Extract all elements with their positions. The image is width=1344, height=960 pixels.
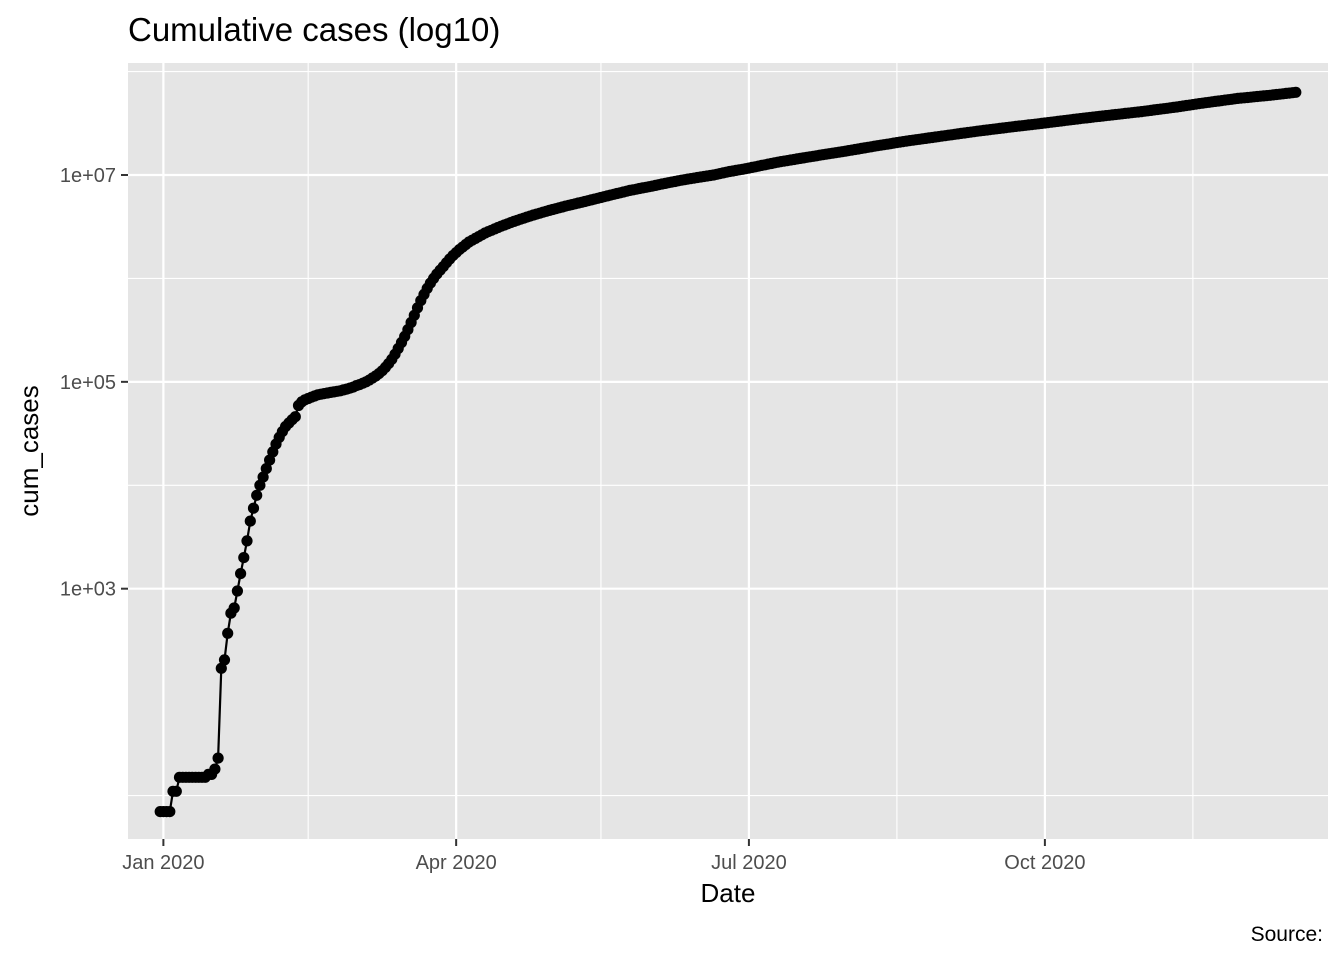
data-point <box>244 515 256 527</box>
x-tick-label: Jul 2020 <box>711 852 787 874</box>
plot-panel <box>128 63 1328 839</box>
data-point <box>209 763 221 775</box>
data-point <box>257 471 269 483</box>
y-axis-title: cum_cases <box>14 385 44 517</box>
data-point <box>164 806 176 818</box>
x-axis: Jan 2020 Apr 2020 Jul 2020 Oct 2020 <box>122 839 1085 874</box>
x-axis-title: Date <box>701 878 756 908</box>
y-tick-label: 1e+07 <box>60 165 116 187</box>
data-point <box>235 568 247 580</box>
data-point <box>170 785 182 797</box>
data-point <box>241 535 253 547</box>
data-point <box>231 585 243 597</box>
data-point <box>251 489 263 501</box>
x-tick-label: Oct 2020 <box>1004 852 1085 874</box>
data-point <box>289 411 301 423</box>
y-tick-label: 1e+05 <box>60 372 116 394</box>
series-layer <box>154 86 1302 818</box>
minor-gridlines <box>128 63 1328 839</box>
data-point <box>222 627 234 639</box>
data-point <box>238 552 250 564</box>
x-tick-label: Jan 2020 <box>122 852 204 874</box>
data-point <box>215 662 227 674</box>
data-point <box>1290 86 1302 98</box>
chart-title: Cumulative cases (log10) <box>128 11 500 48</box>
data-point <box>218 654 231 666</box>
x-tick-label: Apr 2020 <box>416 852 497 874</box>
y-axis: 1e+03 1e+05 1e+07 <box>60 165 128 601</box>
data-point <box>212 752 224 764</box>
data-point <box>247 502 260 514</box>
data-point <box>228 602 240 614</box>
y-tick-label: 1e+03 <box>60 579 116 601</box>
source-caption: Source: <box>1251 923 1323 946</box>
data-point <box>260 463 272 475</box>
